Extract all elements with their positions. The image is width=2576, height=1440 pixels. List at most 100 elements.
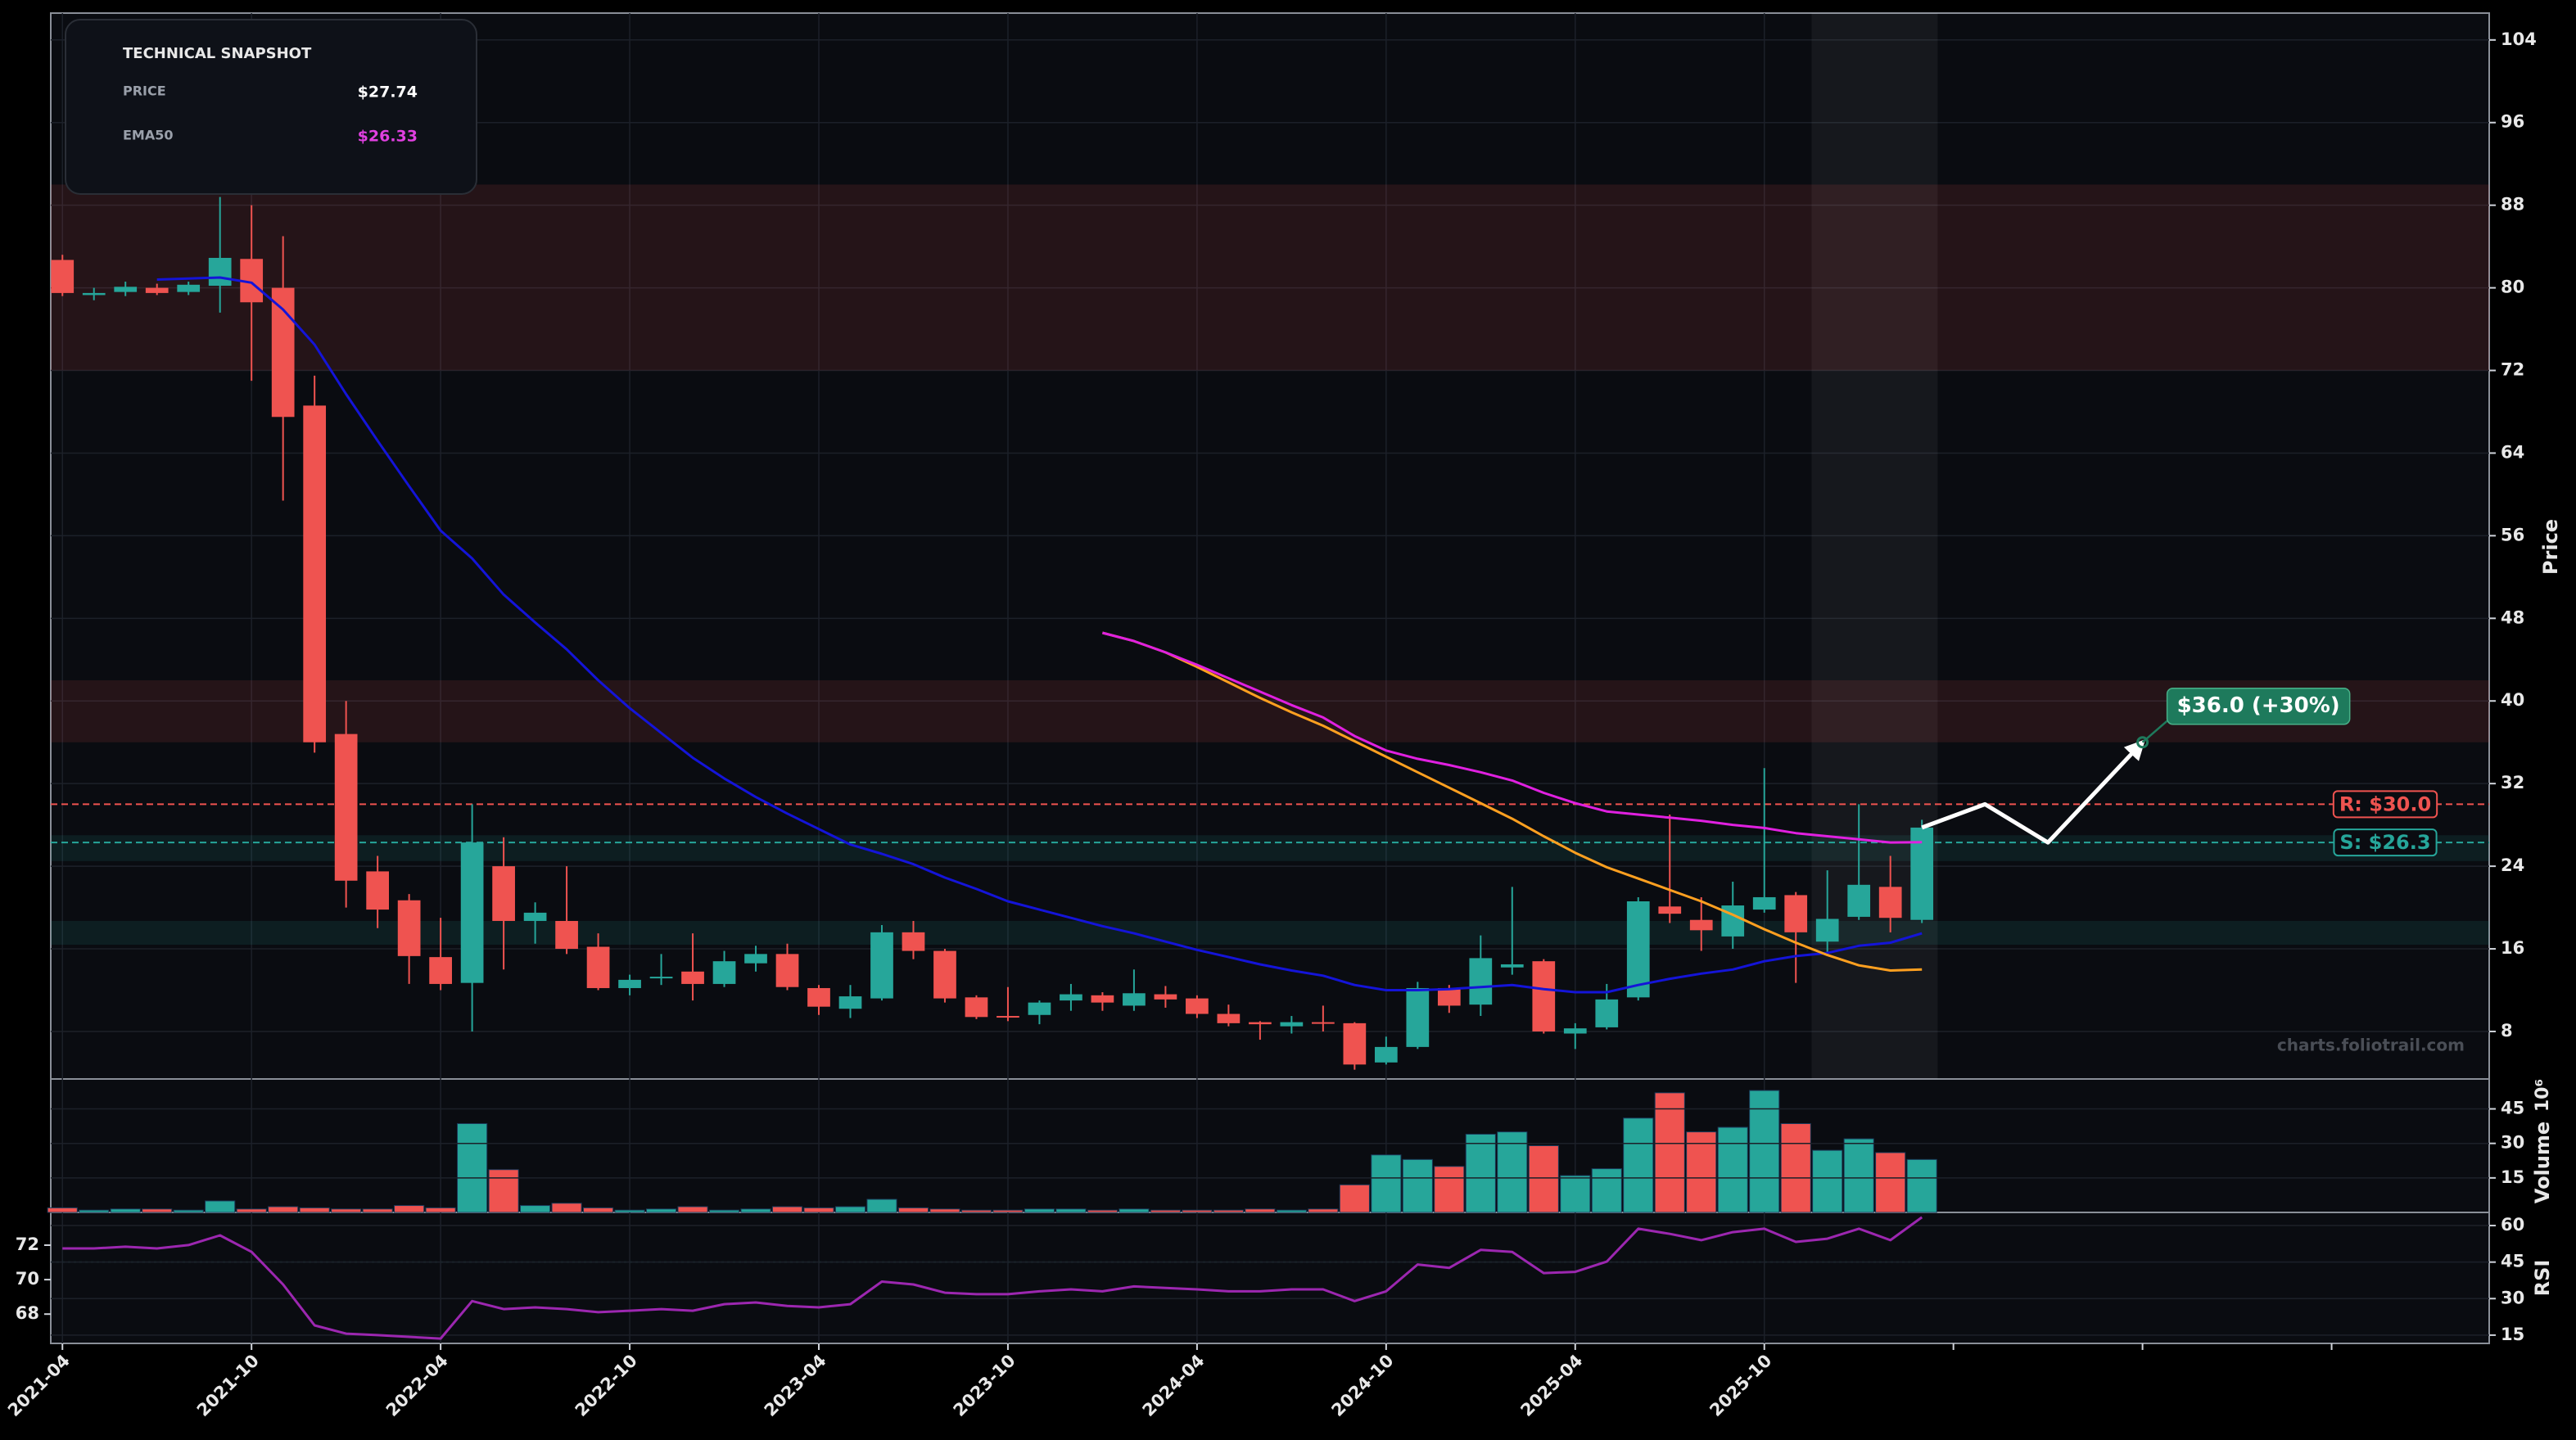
candle-body <box>555 920 578 950</box>
y2-tick-label: 45 <box>2501 1252 2524 1271</box>
candle-body <box>1532 961 1556 1031</box>
volume-bar <box>268 1206 299 1213</box>
y-tick-label: 48 <box>2501 607 2524 627</box>
y-tick-label: 64 <box>2501 442 2524 462</box>
volume-bar <box>1780 1123 1811 1213</box>
y-tick-label: 96 <box>2501 112 2524 132</box>
candle-body <box>51 260 75 293</box>
volume-bar <box>1654 1092 1685 1213</box>
y2-tick-label: 15 <box>2501 1325 2524 1344</box>
y-tick-label: 70 <box>16 1269 39 1289</box>
zone <box>51 835 2489 861</box>
y2-tick-label: 30 <box>2501 1288 2524 1307</box>
volume-bar <box>110 1208 141 1213</box>
volume-bar <box>457 1123 488 1213</box>
forecast-line <box>1921 739 2146 845</box>
candle-body <box>145 287 169 293</box>
y-tick-label: 45 <box>2501 1099 2524 1118</box>
annotation-label: $36.0 (+30%) <box>2177 693 2340 718</box>
candle-body <box>649 977 673 979</box>
volume-offset-label: 10⁶ <box>2533 1079 2553 1112</box>
candle-body <box>1847 884 1871 917</box>
candle-body <box>933 950 956 999</box>
level-label: R: $30.0 <box>2339 792 2431 815</box>
y-tick-label: 88 <box>2501 195 2524 214</box>
candle-body <box>82 292 106 296</box>
zone <box>51 184 2489 371</box>
candle-body <box>681 971 704 984</box>
zone <box>51 920 2489 945</box>
candle-body <box>1658 906 1682 914</box>
indicator-line <box>156 276 1923 994</box>
y-tick-label: 80 <box>2501 278 2524 297</box>
volume-bar <box>1119 1208 1150 1213</box>
candle-body <box>1469 958 1493 1005</box>
y-tick-label: 104 <box>2501 29 2537 49</box>
candle-body <box>618 979 641 988</box>
y-tick-label: 68 <box>16 1303 39 1323</box>
y-tick-label: 16 <box>2501 938 2524 958</box>
x-tick-label: 2021-04 <box>4 1351 74 1420</box>
volume-bar <box>1528 1145 1559 1213</box>
candle-body <box>492 866 515 921</box>
volume-bar <box>740 1208 771 1213</box>
volume-bar <box>173 1209 204 1213</box>
volume-bar <box>1560 1175 1591 1213</box>
y-tick-label: 40 <box>2501 690 2524 710</box>
volume-bar <box>551 1203 582 1213</box>
candle-body <box>1500 964 1524 968</box>
level-label-box <box>2333 828 2438 857</box>
volume-bar <box>1623 1117 1654 1213</box>
candle-body <box>1028 1002 1051 1015</box>
volume-bar <box>677 1206 708 1213</box>
candle-body <box>271 287 295 418</box>
volume-bar <box>79 1209 110 1213</box>
volume-bar <box>425 1207 456 1213</box>
volume-bar <box>488 1169 519 1213</box>
candle-body <box>1091 995 1114 1003</box>
volume-bar <box>1434 1166 1465 1213</box>
y-tick-label: 56 <box>2501 525 2524 544</box>
volume-bar <box>520 1205 551 1213</box>
x-tick-label: 2022-10 <box>572 1351 641 1420</box>
candle-body <box>1752 896 1776 910</box>
volume-bar <box>331 1208 362 1213</box>
annotation-box <box>2166 687 2351 725</box>
annotation-target <box>2136 736 2149 749</box>
x-tick-label: 2025-04 <box>1516 1351 1586 1420</box>
candle-body <box>1186 998 1209 1014</box>
candle-body <box>334 734 358 881</box>
candle-body <box>1878 887 1902 919</box>
snapshot-label: PRICE <box>123 84 166 99</box>
candle-body <box>1060 994 1082 1001</box>
volume-bar <box>1150 1209 1181 1213</box>
zone <box>51 680 2489 743</box>
volume-bar <box>1465 1133 1496 1213</box>
candle-body <box>1595 999 1619 1027</box>
volume-bar <box>897 1207 929 1213</box>
candle-body <box>114 287 138 292</box>
candle-body <box>902 932 925 951</box>
candle-body <box>807 987 830 1007</box>
x-tick-label: 2023-10 <box>950 1351 1019 1420</box>
volume-panel <box>50 1078 2490 1213</box>
rsi-line <box>62 1216 1923 1340</box>
x-tick-label: 2022-04 <box>382 1351 452 1420</box>
candle-body <box>997 1016 1019 1018</box>
candle-body <box>870 932 893 999</box>
volume-bar <box>1906 1158 1937 1213</box>
candle-body <box>208 258 232 287</box>
volume-bar <box>1717 1126 1748 1213</box>
candle-body <box>1784 895 1808 932</box>
snapshot-label: EMA50 <box>123 128 174 143</box>
y-tick-label: 30 <box>2501 1133 2524 1153</box>
candle-body <box>1689 919 1713 931</box>
candle-body <box>965 997 988 1018</box>
candle-body <box>744 954 767 964</box>
volume-bar <box>1749 1090 1780 1213</box>
volume-bar <box>1402 1158 1433 1213</box>
candle-body <box>397 900 421 956</box>
volume-bar <box>1024 1208 1055 1213</box>
